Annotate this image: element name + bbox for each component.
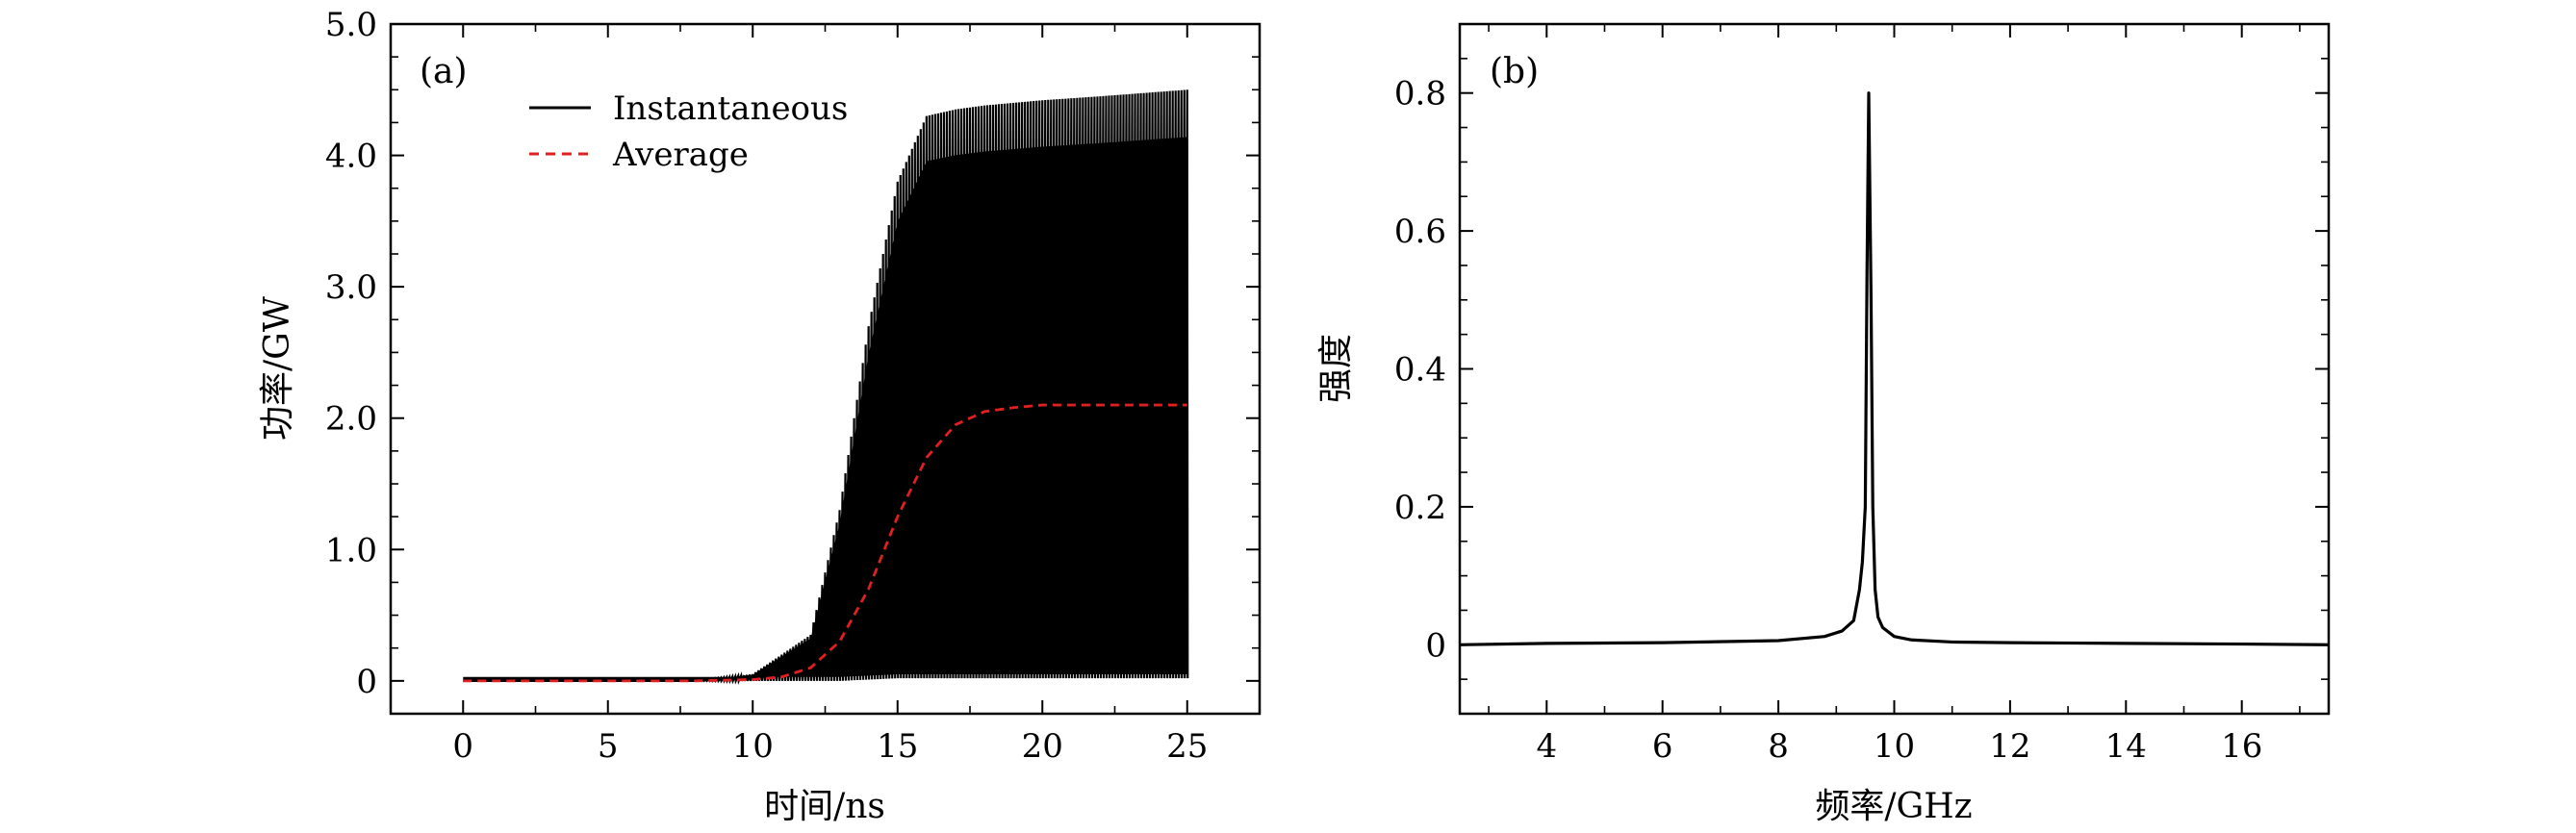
panel-a-y-tick-label: 2.0: [325, 400, 377, 439]
panel-b-x-tick-label: 6: [1652, 727, 1673, 766]
panel-a-x-tick-label: 20: [1022, 727, 1063, 766]
panel-b-x-tick-label: 8: [1768, 727, 1789, 766]
series-spectrum-line: [1460, 91, 2329, 646]
panel-b-ticks: 4 6 8 10 12 14 16 0 0.2 0.4 0.6 0.8: [1394, 23, 2329, 766]
panel-b-x-tick-label: 12: [1989, 727, 2030, 766]
panel-b-y-tick-label: 0: [1425, 626, 1446, 665]
panel-a-y-tick-label: 5.0: [325, 6, 377, 44]
panel-b-y-tick-label: 0.4: [1394, 351, 1446, 390]
panel-a-x-tick-label: 5: [598, 727, 619, 766]
series-instantaneous-fill: [463, 137, 1187, 681]
panel-a-x-tick-label: 0: [452, 727, 473, 766]
panel-a-legend: Instantaneous Average: [529, 89, 848, 174]
panel-a-y-tick-label: 1.0: [325, 531, 377, 569]
panel-a-x-tick-label: 15: [877, 727, 918, 766]
legend-instantaneous-label: Instantaneous: [613, 89, 848, 128]
panel-a-y-tick-label: 3.0: [325, 268, 377, 307]
panel-a-y-axis-title: 功率/GW: [258, 296, 297, 441]
panel-a-y-tick-label: 4.0: [325, 138, 377, 176]
panel-b-x-tick-label: 10: [1874, 727, 1915, 766]
panel-b-y-tick-label: 0.2: [1394, 489, 1446, 527]
panel-b-x-axis-title: 频率/GHz: [1815, 787, 1972, 826]
panel-a-chart: 0 5 10 15 20 25 0 1.0 2.0 3.0 4.0 5.0 (a) 时间/ns 功率/…: [258, 6, 1262, 826]
series-average-line: [463, 403, 1187, 683]
panel-a-x-axis-title: 时间/ns: [764, 787, 885, 826]
panel-b-x-tick-label: 14: [2105, 727, 2147, 766]
panel-b-y-tick-label: 0.8: [1394, 75, 1446, 114]
panel-a-plot-area: [463, 89, 1189, 686]
legend-average-label: Average: [612, 136, 749, 174]
panel-a-y-tick-label: 0: [356, 663, 377, 701]
panel-b-y-axis-title: 强度: [1316, 334, 1356, 403]
panel-b-frame: [1458, 22, 2331, 716]
panel-b-chart: 4 6 8 10 12 14 16 0 0.2 0.4 0.6 0.8 (b) 频率/GHz 强度: [1316, 22, 2331, 826]
panel-a-label: (a): [420, 52, 468, 91]
panel-a-x-tick-label: 10: [732, 727, 774, 766]
panel-a-x-tick-label: 25: [1166, 727, 1208, 766]
panel-b-plot-area: [1460, 91, 2329, 646]
panel-b-x-tick-label: 16: [2221, 727, 2262, 766]
panel-b-label: (b): [1490, 52, 1539, 91]
panel-a-ticks: 0 5 10 15 20 25 0 1.0 2.0 3.0 4.0 5.0: [325, 6, 1261, 766]
panel-b-x-tick-label: 4: [1536, 727, 1557, 766]
panel-b-y-tick-label: 0.6: [1394, 213, 1446, 251]
